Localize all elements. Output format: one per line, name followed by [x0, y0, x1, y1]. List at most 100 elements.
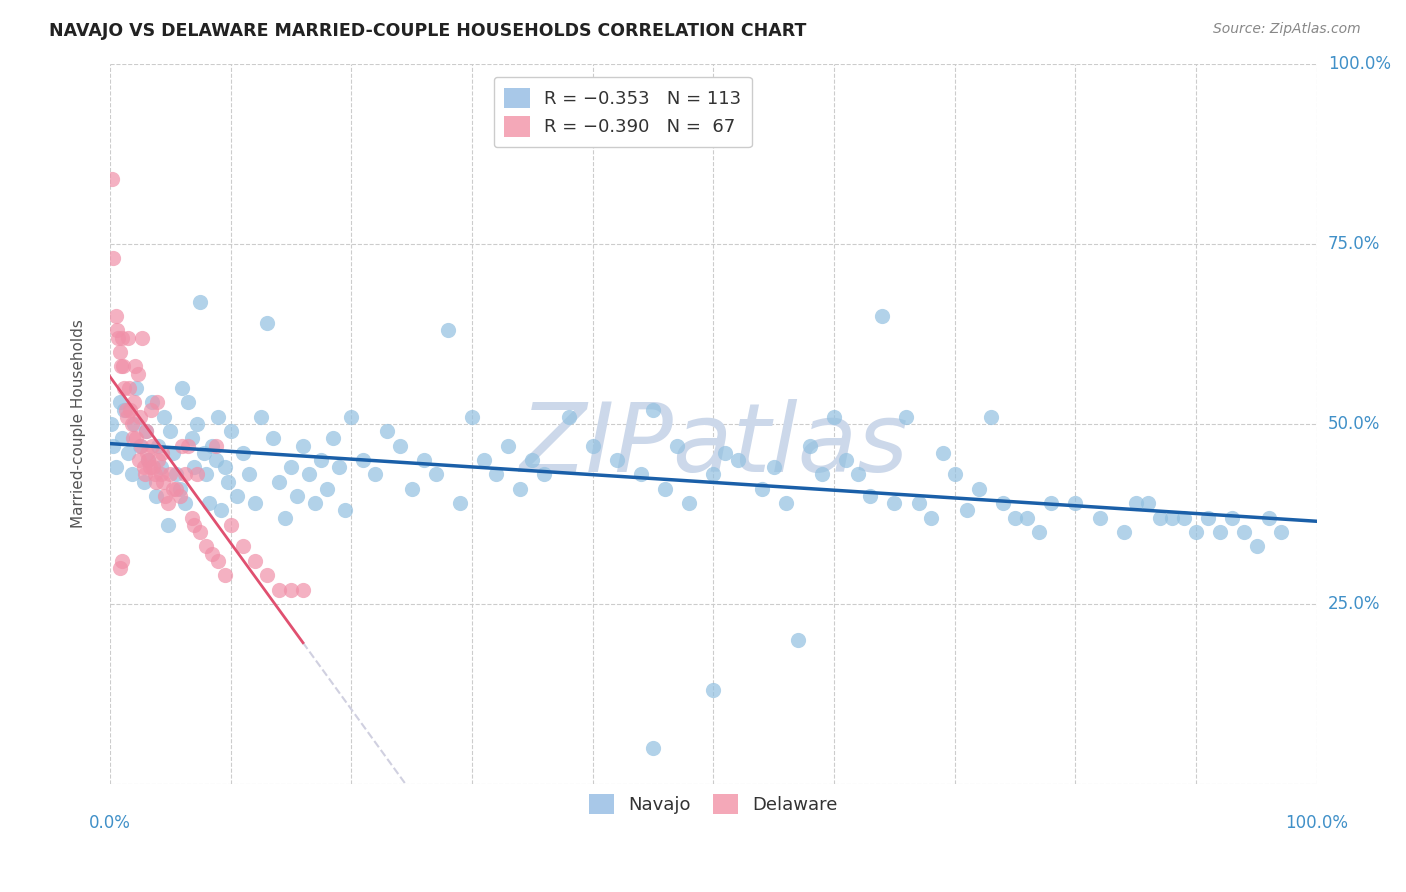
Point: [190, 524, 212, 539]
Point: [131, 331, 153, 345]
Point: [110, 359, 132, 374]
Point: [129, 439, 152, 453]
Point: [249, 409, 271, 424]
Point: [101, 172, 124, 186]
Point: [111, 331, 134, 345]
Point: [285, 489, 308, 503]
Point: [121, 431, 143, 445]
Point: [205, 453, 228, 467]
Point: [449, 496, 471, 510]
Point: [775, 496, 797, 510]
Point: [186, 417, 208, 431]
Point: [138, 453, 160, 467]
Point: [496, 439, 519, 453]
Point: [472, 453, 495, 467]
Point: [135, 424, 157, 438]
Point: [762, 460, 785, 475]
Point: [316, 482, 339, 496]
Point: [522, 453, 544, 467]
Point: [112, 359, 135, 374]
Point: [751, 482, 773, 496]
Point: [193, 446, 215, 460]
Point: [702, 683, 724, 698]
Point: [388, 439, 411, 453]
Point: [1173, 510, 1195, 524]
Point: [136, 446, 159, 460]
Point: [1112, 524, 1135, 539]
Point: [115, 409, 138, 424]
Point: [159, 467, 181, 482]
Point: [156, 517, 179, 532]
Point: [207, 409, 229, 424]
Point: [859, 489, 882, 503]
Point: [280, 460, 302, 475]
Point: [132, 460, 155, 475]
Point: [117, 446, 139, 460]
Point: [125, 381, 148, 395]
Point: [162, 446, 184, 460]
Point: [219, 424, 242, 438]
Point: [1209, 524, 1232, 539]
Point: [1233, 524, 1256, 539]
Point: [125, 431, 148, 445]
Point: [225, 489, 247, 503]
Point: [485, 467, 508, 482]
Point: [437, 323, 460, 337]
Point: [121, 467, 143, 482]
Point: [666, 439, 689, 453]
Point: [641, 402, 664, 417]
Point: [232, 446, 254, 460]
Point: [108, 561, 131, 575]
Point: [121, 417, 143, 431]
Point: [1149, 510, 1171, 524]
Point: [1088, 510, 1111, 524]
Point: [262, 431, 284, 445]
Point: [1257, 510, 1279, 524]
Point: [714, 446, 737, 460]
Point: [124, 359, 146, 374]
Point: [377, 424, 399, 438]
Point: [364, 467, 387, 482]
Point: [1040, 496, 1063, 510]
Point: [100, 417, 122, 431]
Point: [139, 402, 162, 417]
Point: [883, 496, 905, 510]
Point: [1246, 539, 1268, 553]
Point: [145, 475, 167, 489]
Point: [352, 453, 374, 467]
Point: [201, 547, 224, 561]
Point: [127, 367, 149, 381]
Point: [238, 467, 260, 482]
Point: [256, 568, 278, 582]
Point: [533, 467, 555, 482]
Point: [150, 446, 173, 460]
Point: [181, 431, 204, 445]
Point: [146, 439, 169, 453]
Text: 100.0%: 100.0%: [1285, 814, 1348, 832]
Point: [931, 446, 953, 460]
Point: [146, 453, 169, 467]
Point: [1125, 496, 1147, 510]
Text: Source: ZipAtlas.com: Source: ZipAtlas.com: [1213, 22, 1361, 37]
Point: [177, 395, 200, 409]
Point: [401, 482, 423, 496]
Point: [274, 510, 297, 524]
Point: [425, 467, 447, 482]
Point: [509, 482, 531, 496]
Point: [177, 439, 200, 453]
Point: [291, 582, 314, 597]
Point: [117, 331, 139, 345]
Point: [138, 460, 160, 475]
Point: [1028, 524, 1050, 539]
Point: [114, 402, 136, 417]
Point: [108, 395, 131, 409]
Point: [103, 252, 125, 266]
Point: [111, 554, 134, 568]
Point: [799, 439, 821, 453]
Point: [165, 467, 187, 482]
Point: [335, 503, 357, 517]
Point: [173, 467, 195, 482]
Point: [107, 331, 129, 345]
Point: [291, 439, 314, 453]
Text: 50.0%: 50.0%: [1329, 415, 1381, 433]
